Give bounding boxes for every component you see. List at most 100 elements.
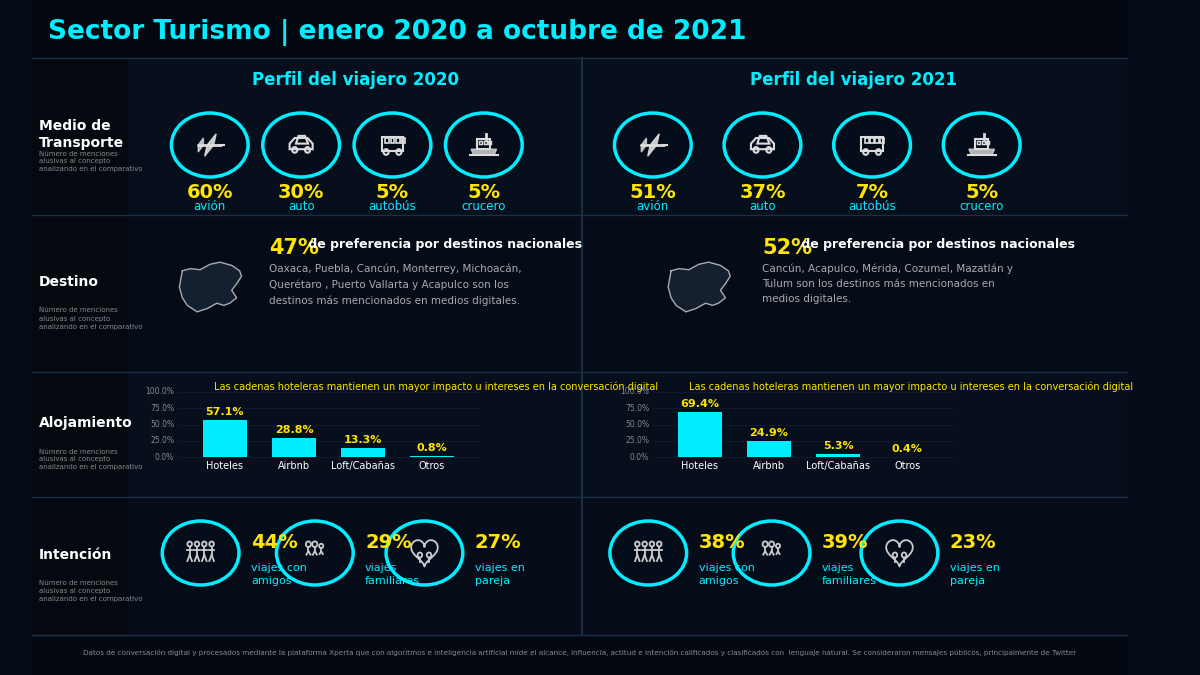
- Text: 47%: 47%: [269, 238, 319, 258]
- Text: 57.1%: 57.1%: [205, 407, 244, 417]
- Ellipse shape: [386, 521, 463, 585]
- Text: Intención: Intención: [38, 548, 113, 562]
- Bar: [31, 372, 127, 497]
- Text: Perfil del viajero 2021: Perfil del viajero 2021: [750, 71, 958, 89]
- Text: de preferencia por destinos nacionales: de preferencia por destinos nacionales: [797, 238, 1075, 251]
- Bar: [341, 448, 385, 457]
- Text: Cancún, Acapulco, Mérida, Cozumel, Mazatlán y
Tulum son los destinos más mencion: Cancún, Acapulco, Mérida, Cozumel, Mazat…: [762, 264, 1014, 304]
- Bar: [977, 141, 979, 144]
- Ellipse shape: [862, 521, 938, 585]
- Bar: [748, 441, 791, 457]
- Text: viajes
familiares: viajes familiares: [365, 563, 420, 586]
- Text: 69.4%: 69.4%: [680, 399, 720, 409]
- Bar: [31, 215, 127, 372]
- Bar: [881, 138, 884, 143]
- Text: 28.8%: 28.8%: [275, 425, 313, 435]
- Ellipse shape: [162, 521, 239, 585]
- Text: 7%: 7%: [856, 182, 888, 202]
- Ellipse shape: [943, 113, 1020, 177]
- Bar: [816, 454, 860, 457]
- Text: Datos de conversación digital y procesados mediante la plataforma Xperta que con: Datos de conversación digital y procesad…: [83, 649, 1076, 655]
- Text: Airbnb: Airbnb: [752, 461, 785, 471]
- Bar: [31, 372, 1128, 497]
- Bar: [385, 138, 389, 143]
- Text: 44%: 44%: [251, 533, 298, 553]
- Text: 29%: 29%: [365, 533, 412, 553]
- Bar: [272, 438, 316, 457]
- Text: crucero: crucero: [960, 200, 1004, 213]
- Polygon shape: [472, 149, 497, 155]
- Polygon shape: [968, 149, 995, 155]
- Ellipse shape: [610, 521, 686, 585]
- Bar: [401, 138, 404, 143]
- Text: Número de menciones
alusivas al concepto
analizando en el comparativo: Número de menciones alusivas al concepto…: [38, 308, 143, 329]
- Bar: [31, 635, 1128, 675]
- Bar: [983, 141, 985, 144]
- Text: 27%: 27%: [475, 533, 521, 553]
- Text: Loft/Cabañas: Loft/Cabañas: [806, 461, 870, 471]
- Bar: [479, 141, 482, 144]
- Polygon shape: [179, 262, 241, 312]
- Text: 0.0%: 0.0%: [630, 452, 649, 462]
- Ellipse shape: [172, 113, 248, 177]
- Ellipse shape: [445, 113, 522, 177]
- Bar: [875, 138, 880, 143]
- Text: 100.0%: 100.0%: [145, 387, 174, 396]
- Text: 30%: 30%: [278, 182, 324, 202]
- Bar: [678, 412, 722, 457]
- Text: Airbnb: Airbnb: [278, 461, 310, 471]
- Text: 39%: 39%: [822, 533, 869, 553]
- Bar: [870, 138, 874, 143]
- Text: Las cadenas hoteleras mantienen un mayor impacto u intereses en la conversación : Las cadenas hoteleras mantienen un mayor…: [689, 381, 1134, 392]
- Text: 13.3%: 13.3%: [344, 435, 383, 446]
- Bar: [31, 497, 1128, 635]
- Text: 50.0%: 50.0%: [150, 420, 174, 429]
- Text: avión: avión: [637, 200, 668, 213]
- Text: 5.3%: 5.3%: [823, 441, 853, 450]
- Text: Loft/Cabañas: Loft/Cabañas: [331, 461, 395, 471]
- Bar: [396, 138, 400, 143]
- Bar: [31, 0, 1128, 57]
- Bar: [986, 141, 989, 144]
- Text: 0.0%: 0.0%: [155, 452, 174, 462]
- Text: autobús: autobús: [368, 200, 416, 213]
- Polygon shape: [198, 138, 203, 152]
- Polygon shape: [205, 134, 216, 156]
- Bar: [976, 140, 988, 149]
- Text: Alojamiento: Alojamiento: [38, 416, 133, 431]
- Ellipse shape: [263, 113, 340, 177]
- Text: 5%: 5%: [376, 182, 409, 202]
- Text: 60%: 60%: [186, 182, 233, 202]
- Bar: [478, 140, 491, 149]
- Ellipse shape: [276, 521, 353, 585]
- Text: 23%: 23%: [949, 533, 996, 553]
- Text: viajes en
pareja: viajes en pareja: [475, 563, 524, 586]
- Ellipse shape: [354, 113, 431, 177]
- Text: 52%: 52%: [762, 238, 812, 258]
- Text: crucero: crucero: [462, 200, 506, 213]
- Bar: [31, 497, 127, 635]
- Bar: [203, 420, 247, 457]
- Ellipse shape: [834, 113, 911, 177]
- Text: 5%: 5%: [467, 182, 500, 202]
- Text: viajes con
amigos: viajes con amigos: [698, 563, 755, 586]
- Text: Hoteles: Hoteles: [682, 461, 719, 471]
- Text: 25.0%: 25.0%: [150, 436, 174, 446]
- Text: Oaxaca, Puebla, Cancún, Monterrey, Michoacán,
Querétaro , Puerto Vallarta y Acap: Oaxaca, Puebla, Cancún, Monterrey, Micho…: [269, 264, 522, 306]
- Text: 100.0%: 100.0%: [620, 387, 649, 396]
- Bar: [390, 138, 395, 143]
- Text: avión: avión: [193, 200, 226, 213]
- Text: viajes con
amigos: viajes con amigos: [251, 563, 307, 586]
- Text: Hoteles: Hoteles: [206, 461, 244, 471]
- Text: Número de menciones
alusivas al concepto
analizando en el comparativo: Número de menciones alusivas al concepto…: [38, 151, 143, 173]
- Bar: [31, 215, 1128, 372]
- Text: 0.8%: 0.8%: [416, 443, 448, 454]
- Text: 0.4%: 0.4%: [892, 443, 923, 454]
- Text: 38%: 38%: [698, 533, 745, 553]
- Text: 5%: 5%: [965, 182, 998, 202]
- Bar: [31, 58, 127, 215]
- Text: Las cadenas hoteleras mantienen un mayor impacto u intereses en la conversación : Las cadenas hoteleras mantienen un mayor…: [215, 381, 659, 392]
- Text: 51%: 51%: [630, 182, 677, 202]
- Bar: [862, 136, 883, 151]
- Bar: [485, 141, 487, 144]
